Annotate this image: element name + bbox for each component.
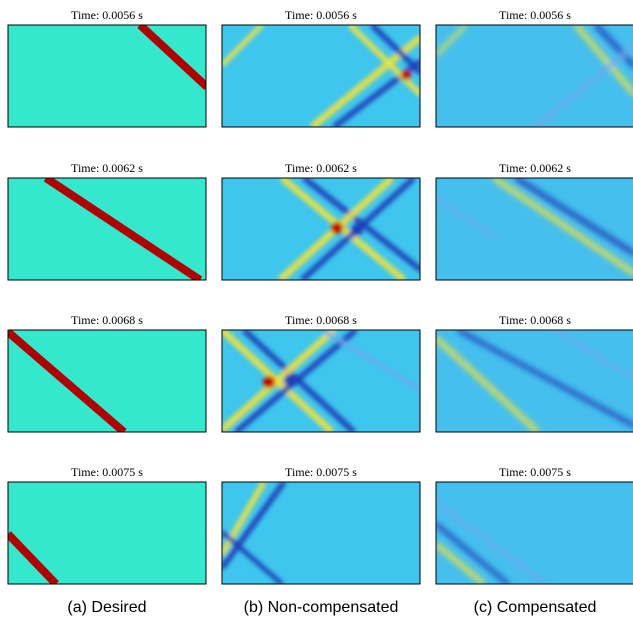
panel-title: Time: 0.0075 s [499, 465, 571, 479]
panel-title: Time: 0.0056 s [499, 8, 571, 22]
panel [222, 330, 421, 432]
panel [436, 25, 633, 127]
panel-title: Time: 0.0056 s [71, 8, 143, 22]
column-caption: (a) Desired [67, 599, 146, 616]
panel-background [436, 25, 633, 127]
panel-title: Time: 0.0075 s [71, 465, 143, 479]
panel [436, 178, 633, 280]
panel [222, 482, 420, 584]
panel [8, 482, 206, 584]
panel-title: Time: 0.0062 s [285, 161, 357, 175]
focus-spot [284, 374, 296, 386]
figure: Time: 0.0056 s Time: 0.0056 s Time: 0.0056… [0, 0, 633, 619]
panel [222, 25, 421, 127]
panel-title: Time: 0.0068 s [71, 313, 143, 327]
focus-spot [331, 222, 343, 234]
panel [8, 25, 207, 127]
panel [8, 330, 206, 432]
focus-spot [263, 376, 275, 388]
panel [436, 330, 633, 432]
panel-title: Time: 0.0062 s [71, 161, 143, 175]
panel-title: Time: 0.0068 s [285, 313, 357, 327]
column-caption: (b) Non-compensated [244, 599, 399, 616]
panel-title: Time: 0.0056 s [285, 8, 357, 22]
panel [436, 482, 633, 584]
panel-title: Time: 0.0075 s [285, 465, 357, 479]
panel-title: Time: 0.0062 s [499, 161, 571, 175]
panel [222, 178, 421, 280]
panel [8, 178, 206, 280]
panel-background [8, 25, 206, 127]
panel-title: Time: 0.0068 s [499, 313, 571, 327]
focus-spot [351, 224, 363, 236]
column-caption: (c) Compensated [474, 599, 597, 616]
panel-background [436, 330, 633, 432]
focus-spot [401, 70, 411, 80]
